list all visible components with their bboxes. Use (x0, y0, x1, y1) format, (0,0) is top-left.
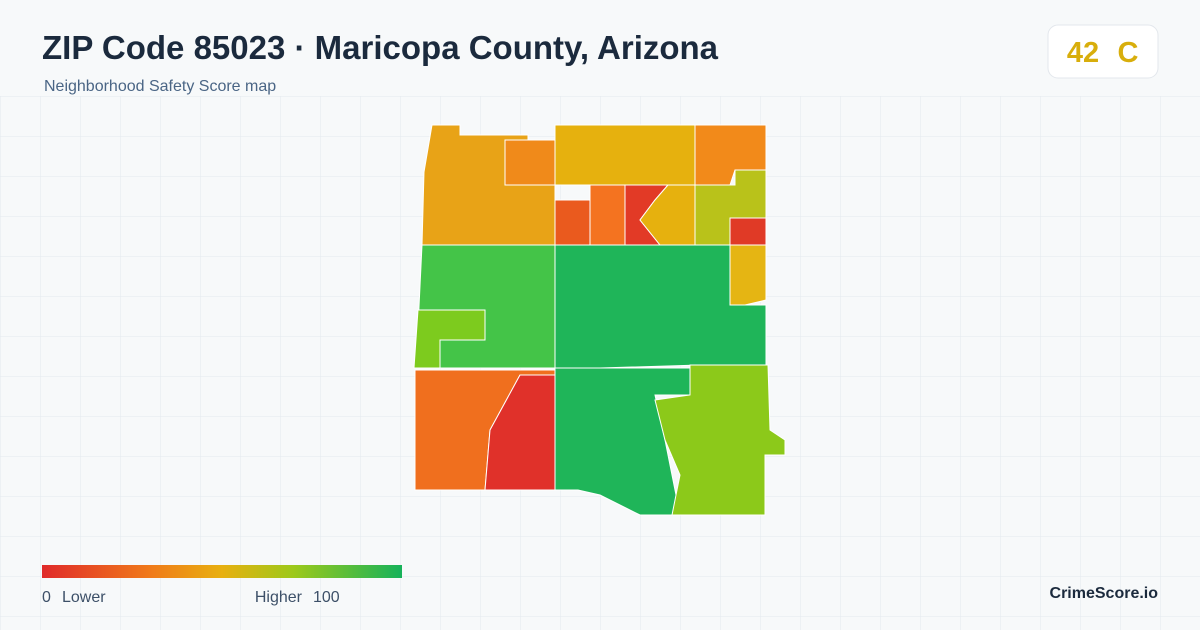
title: ZIP Code 85023 · Maricopa County, Arizon… (42, 29, 719, 66)
brand: CrimeScore.io (1050, 585, 1159, 602)
region (413, 309, 486, 369)
region (729, 217, 767, 246)
region (654, 364, 786, 516)
subtitle: Neighborhood Safety Score map (44, 78, 276, 95)
legend-min: 0 (42, 589, 51, 606)
region (589, 184, 626, 246)
region (554, 199, 591, 246)
region (729, 244, 767, 306)
region (504, 139, 556, 186)
legend-min-label: Lower (62, 589, 106, 606)
legend-max-label: Higher (255, 589, 303, 606)
score-badge (1047, 24, 1159, 79)
score-value: 42 (1067, 37, 1099, 69)
region (484, 374, 556, 491)
region (554, 124, 696, 186)
legend-gradient (42, 565, 402, 578)
map (413, 124, 786, 516)
legend-max: 100 (313, 589, 340, 606)
score-grade: C (1118, 37, 1139, 69)
